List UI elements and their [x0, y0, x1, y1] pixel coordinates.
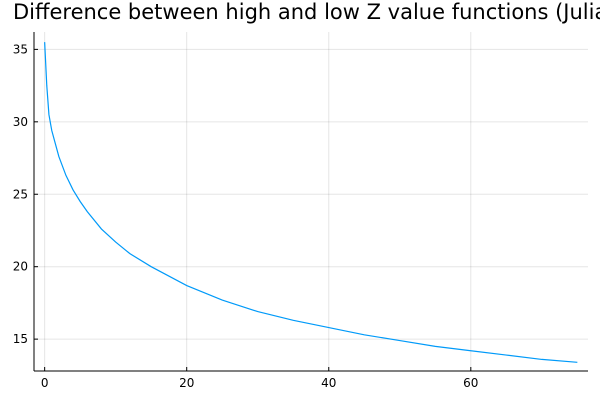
ticks: 0 20 40 60 15 20 25 30 35	[13, 42, 479, 390]
x-tick-label: 60	[463, 376, 478, 390]
y-tick-label: 35	[13, 42, 28, 56]
y-tick-label: 20	[13, 260, 28, 274]
y-tick-label: 30	[13, 115, 28, 129]
series-line	[44, 42, 578, 363]
series	[44, 42, 578, 363]
x-tick-label: 0	[41, 376, 49, 390]
y-tick-label: 25	[13, 187, 28, 201]
chart-title: Difference between high and low Z value …	[13, 0, 600, 24]
x-tick-label: 40	[321, 376, 336, 390]
x-tick-label: 20	[179, 376, 194, 390]
grid	[34, 32, 588, 371]
y-tick-label: 15	[13, 332, 28, 346]
axes	[33, 32, 588, 372]
